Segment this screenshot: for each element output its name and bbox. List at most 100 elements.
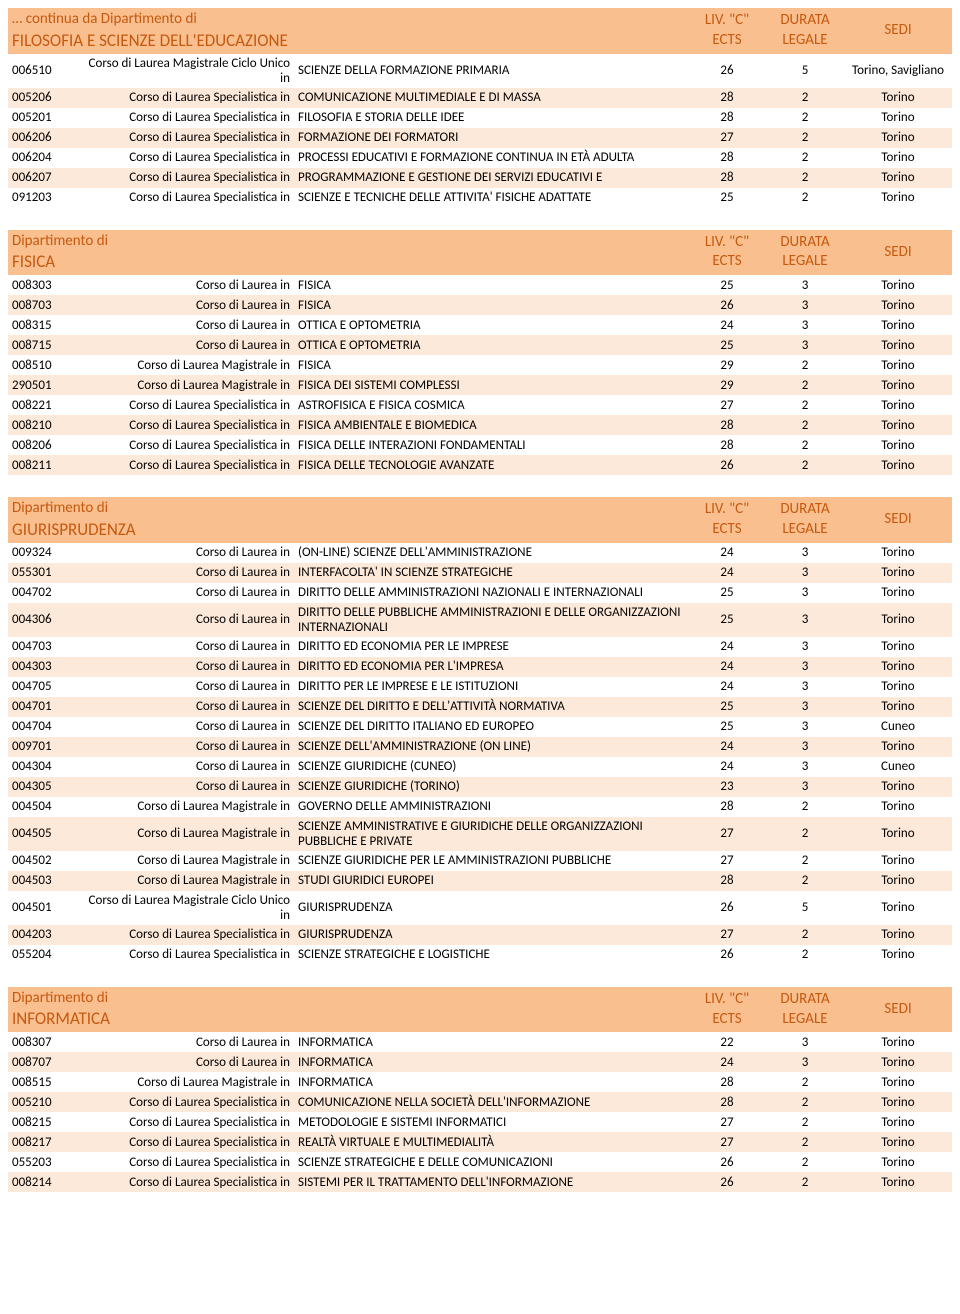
ects-value: 24 (688, 737, 766, 756)
ects-value: 28 (688, 108, 766, 127)
course-code: 004503 (8, 871, 78, 890)
table-row: 008510Corso di Laurea Magistrale inFISIC… (8, 355, 952, 375)
ects-value: 25 (688, 697, 766, 716)
durata-value: 2 (766, 456, 844, 475)
course-type: Corso di Laurea in (78, 316, 294, 335)
course-type: Corso di Laurea Specialistica in (78, 456, 294, 475)
course-type: Corso di Laurea in (78, 610, 294, 629)
course-code: 008510 (8, 356, 78, 375)
ects-value: 24 (688, 757, 766, 776)
course-type: Corso di Laurea in (78, 697, 294, 716)
course-type: Corso di Laurea Magistrale in (78, 356, 294, 375)
durata-value: 3 (766, 657, 844, 676)
sedi-value: Torino (844, 610, 952, 629)
department-section: Dipartimento diFISICALIV. "C"ECTSDURATAL… (8, 230, 952, 476)
course-type: Corso di Laurea in (78, 737, 294, 756)
course-code: 008215 (8, 1113, 78, 1132)
table-row: 004501Corso di Laurea Magistrale Ciclo U… (8, 891, 952, 925)
sedi-value: Torino (844, 128, 952, 147)
department-section: … continua da Dipartimento diFILOSOFIA E… (8, 8, 952, 208)
table-row: 008307Corso di Laurea inINFORMATICA223To… (8, 1032, 952, 1052)
durata-value: 2 (766, 1113, 844, 1132)
durata-value: 3 (766, 757, 844, 776)
table-row: 004702Corso di Laurea inDIRITTO DELLE AM… (8, 583, 952, 603)
course-name: METODOLOGIE E SISTEMI INFORMATICI (294, 1113, 688, 1132)
course-code: 004304 (8, 757, 78, 776)
sedi-value: Torino (844, 871, 952, 890)
course-name: (ON-LINE) SCIENZE DELL'AMMINISTRAZIONE (294, 543, 688, 562)
course-name: PROCESSI EDUCATIVI E FORMAZIONE CONTINUA… (294, 148, 688, 167)
department-section: Dipartimento diGIURISPRUDENZALIV. "C"ECT… (8, 497, 952, 965)
course-code: 004702 (8, 583, 78, 602)
durata-value: 2 (766, 128, 844, 147)
sedi-value: Torino (844, 276, 952, 295)
ects-value: 27 (688, 851, 766, 870)
ects-value: 26 (688, 945, 766, 964)
course-code: 008303 (8, 276, 78, 295)
table-row: 008707Corso di Laurea inINFORMATICA243To… (8, 1052, 952, 1072)
course-name: DIRITTO PER LE IMPRESE E LE ISTITUZIONI (294, 677, 688, 696)
course-code: 006207 (8, 168, 78, 187)
course-type: Corso di Laurea Magistrale in (78, 824, 294, 843)
course-type: Corso di Laurea Magistrale in (78, 376, 294, 395)
sedi-value: Torino (844, 637, 952, 656)
course-name: OTTICA E OPTOMETRIA (294, 316, 688, 335)
table-row: 008210Corso di Laurea Specialistica inFI… (8, 415, 952, 435)
course-type: Corso di Laurea Magistrale in (78, 871, 294, 890)
course-name: COMUNICAZIONE NELLA SOCIETÀ DELL'INFORMA… (294, 1093, 688, 1112)
course-type: Corso di Laurea Specialistica in (78, 396, 294, 415)
course-name: FILOSOFIA E STORIA DELLE IDEE (294, 108, 688, 127)
durata-value: 3 (766, 1053, 844, 1072)
course-code: 290501 (8, 376, 78, 395)
course-type: Corso di Laurea in (78, 1053, 294, 1072)
course-name: SCIENZE DEL DIRITTO E DELL'ATTIVITÀ NORM… (294, 697, 688, 716)
durata-value: 3 (766, 777, 844, 796)
course-code: 008515 (8, 1073, 78, 1092)
course-name: GIURISPRUDENZA (294, 925, 688, 944)
course-name: FISICA (294, 296, 688, 315)
durata-value: 3 (766, 677, 844, 696)
course-code: 008217 (8, 1133, 78, 1152)
durata-value: 3 (766, 583, 844, 602)
durata-value: 3 (766, 637, 844, 656)
department-section: Dipartimento diINFORMATICALIV. "C"ECTSDU… (8, 987, 952, 1193)
sedi-value: Torino (844, 1113, 952, 1132)
section-header: Dipartimento diINFORMATICALIV. "C"ECTSDU… (8, 987, 952, 1033)
ects-value: 27 (688, 1133, 766, 1152)
ects-value: 28 (688, 88, 766, 107)
course-name: GIURISPRUDENZA (294, 898, 688, 917)
sedi-value: Torino (844, 543, 952, 562)
course-type: Corso di Laurea in (78, 1033, 294, 1052)
course-code: 055204 (8, 945, 78, 964)
durata-value: 3 (766, 1033, 844, 1052)
table-row: 006204Corso di Laurea Specialistica inPR… (8, 148, 952, 168)
table-row: 055301Corso di Laurea inINTERFACOLTA' IN… (8, 563, 952, 583)
course-type: Corso di Laurea Specialistica in (78, 88, 294, 107)
ects-value: 28 (688, 1093, 766, 1112)
durata-value: 3 (766, 276, 844, 295)
course-code: 009701 (8, 737, 78, 756)
course-type: Corso di Laurea in (78, 677, 294, 696)
durata-value: 2 (766, 1073, 844, 1092)
course-name: FISICA DELLE INTERAZIONI FONDAMENTALI (294, 436, 688, 455)
table-row: 008221Corso di Laurea Specialistica inAS… (8, 395, 952, 415)
course-type: Corso di Laurea Specialistica in (78, 1113, 294, 1132)
durata-value: 5 (766, 61, 844, 80)
table-row: 005210Corso di Laurea Specialistica inCO… (8, 1092, 952, 1112)
department-title: … continua da Dipartimento diFILOSOFIA E… (8, 8, 688, 54)
section-header: Dipartimento diGIURISPRUDENZALIV. "C"ECT… (8, 497, 952, 543)
ects-value: 28 (688, 797, 766, 816)
ects-value: 27 (688, 128, 766, 147)
durata-value: 2 (766, 925, 844, 944)
course-code: 008210 (8, 416, 78, 435)
durata-value: 2 (766, 108, 844, 127)
course-code: 008307 (8, 1033, 78, 1052)
course-name: SCIENZE GIURIDICHE PER LE AMMINISTRAZION… (294, 851, 688, 870)
ects-value: 27 (688, 396, 766, 415)
ects-value: 25 (688, 188, 766, 207)
course-code: 009324 (8, 543, 78, 562)
course-code: 008715 (8, 336, 78, 355)
ects-value: 24 (688, 637, 766, 656)
sedi-value: Cuneo (844, 717, 952, 736)
sedi-value: Torino (844, 88, 952, 107)
